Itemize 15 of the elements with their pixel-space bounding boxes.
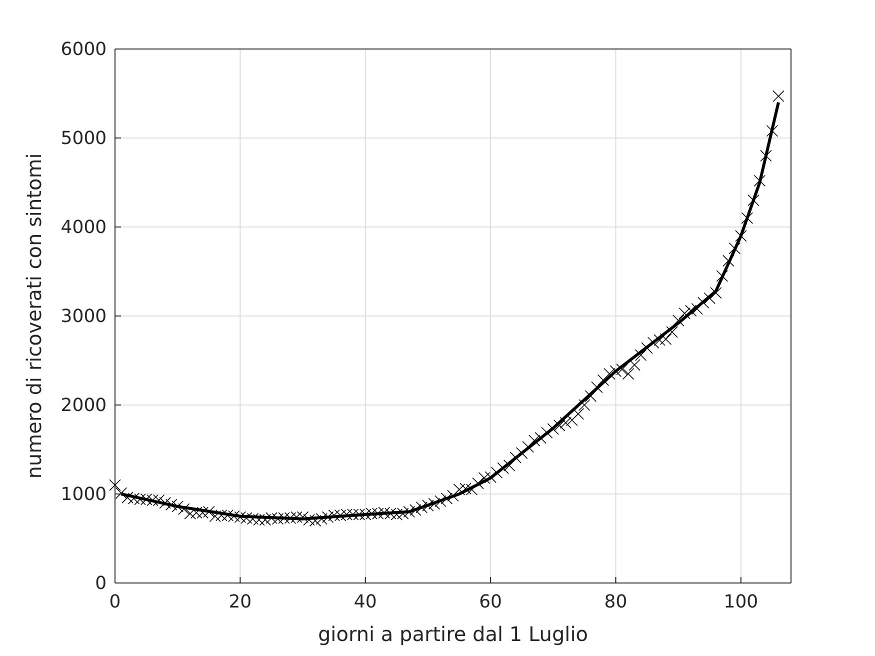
y-tick-label: 5000 [60, 128, 107, 149]
y-tick-label: 1000 [60, 484, 107, 505]
x-tick-label: 60 [479, 592, 502, 613]
x-axis-title: giorni a partire dal 1 Luglio [318, 622, 588, 646]
y-tick-label: 4000 [60, 216, 107, 238]
x-tick-label: 100 [724, 592, 758, 613]
y-axis-title: numero di ricoverati con sintomi [22, 153, 46, 479]
x-tick-label: 40 [354, 592, 377, 613]
x-tick-label: 20 [228, 592, 252, 613]
y-tick-label: 6000 [60, 38, 107, 60]
y-tick-label: 0 [95, 572, 107, 594]
x-tick-label: 80 [604, 592, 628, 613]
x-tick-label: 0 [109, 592, 121, 613]
y-tick-label: 3000 [60, 306, 107, 327]
y-tick-label: 2000 [60, 394, 107, 416]
